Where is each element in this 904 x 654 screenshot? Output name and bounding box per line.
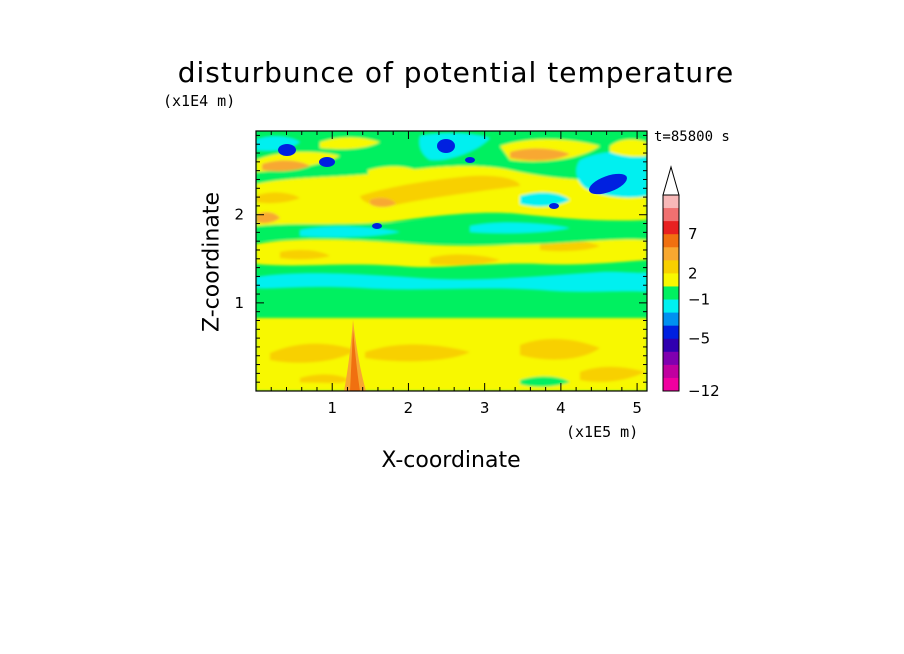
x-axis-label: X-coordinate <box>381 448 521 473</box>
colorbar-swatch <box>663 286 679 300</box>
colorbar-label: 7 <box>688 225 698 243</box>
colorbar-swatch <box>663 247 679 261</box>
contour-field <box>256 131 647 391</box>
dark-orange-patch <box>370 197 396 207</box>
cyan-patch <box>470 222 570 234</box>
x-tick-label: 5 <box>632 399 642 417</box>
orange-patch <box>256 192 300 204</box>
colorbar-extend-arrow <box>662 165 680 196</box>
x-tick-label: 4 <box>556 399 566 417</box>
surface-orange-patch <box>580 366 645 382</box>
colorbar-swatch <box>663 364 679 379</box>
colorbar-swatch <box>663 208 679 222</box>
colorbar-swatch <box>663 377 679 392</box>
surface-orange-patch <box>270 343 356 363</box>
mountain-wave-core <box>350 330 360 391</box>
top-yellow-patch <box>368 166 420 178</box>
orange-patch <box>360 175 520 206</box>
colorbar-swatch <box>663 338 679 353</box>
blue-cell <box>465 157 475 163</box>
colorbar-label: 2 <box>688 264 698 282</box>
x-tick-label: 3 <box>480 399 490 417</box>
colorbar-swatch <box>663 221 679 235</box>
blue-cell <box>437 139 455 153</box>
cyan-band <box>256 271 647 292</box>
y-tick-label: 2 <box>234 206 244 224</box>
blue-cell <box>372 223 382 229</box>
colorbar-swatch <box>663 260 679 274</box>
top-yellow-patch <box>610 139 647 157</box>
top-orange-patch <box>510 148 570 161</box>
x-tick-label: 2 <box>404 399 414 417</box>
top-yellow-patch <box>320 137 380 150</box>
colorbar: 7 2 −1 −5 −12 <box>662 165 720 400</box>
surface-orange-patch <box>365 344 470 362</box>
colorbar-swatch <box>663 299 679 313</box>
colorbar-label: −12 <box>688 382 720 400</box>
surface-orange-patch <box>520 338 600 360</box>
surface-green-patch <box>520 376 570 387</box>
y-unit-label: (x1E4 m) <box>163 92 236 110</box>
chart-title: disturbunce of potential temperature <box>177 56 735 89</box>
x-axis-ticks: 1 2 3 4 5 <box>255 131 642 417</box>
y-axis-ticks: 12 <box>234 134 647 392</box>
colorbar-swatch <box>663 195 679 209</box>
colorbar-swatch <box>663 234 679 248</box>
blue-cell <box>278 144 296 156</box>
y-tick-label: 1 <box>234 294 244 312</box>
blue-cell <box>319 157 335 167</box>
upper-yellow-band <box>256 165 647 226</box>
colorbar-swatch <box>663 312 679 327</box>
x-unit-label: (x1E5 m) <box>566 423 639 441</box>
surface-strip <box>256 382 647 391</box>
surface-orange-patch <box>300 374 350 386</box>
blue-cell <box>549 203 559 209</box>
x-tick-label: 1 <box>327 399 337 417</box>
colorbar-label: −5 <box>688 330 710 348</box>
orange-patch <box>280 249 330 260</box>
plot-frame <box>255 130 648 392</box>
top-cyan-patch <box>520 192 570 207</box>
time-label: t=85800 s <box>654 129 730 145</box>
colorbar-swatch <box>663 325 679 340</box>
colorbar-swatch <box>663 273 679 287</box>
top-orange-patch <box>262 160 310 172</box>
orange-patch <box>430 254 500 266</box>
cyan-patch <box>300 226 400 238</box>
blue-cell <box>589 173 627 195</box>
colorbar-label: −1 <box>688 291 710 309</box>
colorbar-swatch <box>663 351 679 366</box>
